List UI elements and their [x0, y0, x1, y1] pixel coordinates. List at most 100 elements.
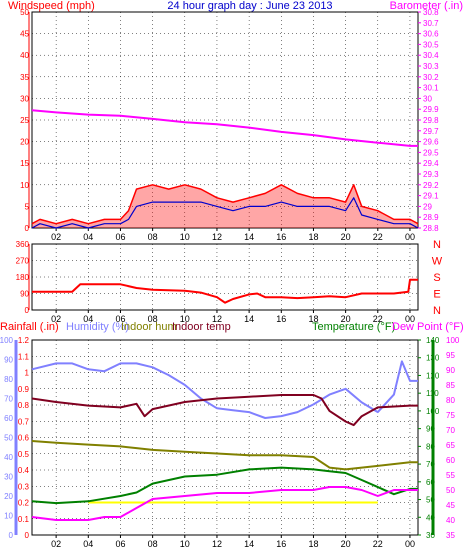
temperature-tick-label: 60: [426, 478, 435, 487]
top-hour-label: 08: [148, 232, 158, 242]
dewpoint-line: [31, 486, 418, 521]
rainfall-tick-label: 0.3: [18, 482, 30, 491]
rainfall-tick-label: 0.8: [18, 401, 30, 410]
rainfall-tick-label: 0: [25, 531, 30, 540]
humidity-tick-label: 0: [9, 531, 14, 540]
rainfall-tick-label: 0.9: [18, 385, 30, 394]
bot-hour-label: 12: [212, 539, 222, 549]
mid-hour-label: 14: [244, 314, 254, 324]
top-hour-label: 00: [405, 232, 415, 242]
windspeed-axis-title: Windspeed (mph): [8, 0, 95, 12]
barometer-tick-label: 30.8: [423, 8, 439, 17]
mid-hour-label: 00: [405, 314, 415, 324]
wind-direction-panel: 02 04 06 08 10 12 14 16 18 20 22 00360270180900NWSE…: [16, 239, 443, 324]
direction-tick-label: 360: [16, 240, 30, 249]
rainfall-axis-title: Rainfall (.in): [0, 321, 59, 333]
barometer-tick-label: 29.7: [423, 127, 439, 136]
barometer-tick-label: 29.3: [423, 170, 439, 179]
barometer-tick-label: 30.1: [423, 84, 439, 93]
barometer-tick-label: 28.9: [423, 213, 439, 222]
windspeed-tick-label: 25: [20, 116, 29, 125]
rainfall-tick-label: 0.4: [18, 466, 30, 475]
dewpoint-tick-label: 90: [446, 366, 455, 375]
top-hour-label: 18: [308, 232, 318, 242]
mid-hour-label: 08: [148, 314, 158, 324]
rainfall-tick-label: 0.5: [18, 450, 30, 459]
dewpoint-tick-label: 45: [446, 501, 455, 510]
windspeed-tick-label: 50: [20, 8, 29, 17]
humidity-tick-label: 90: [4, 356, 13, 365]
chart-title: 24 hour graph day : June 23 2013: [167, 0, 332, 12]
bot-hour-label: 10: [180, 539, 190, 549]
rainfall-tick-label: 1: [25, 369, 30, 378]
rainfall-tick-label: 1.1: [18, 352, 30, 361]
top-hour-label: 04: [83, 232, 93, 242]
mid-hour-label: 06: [115, 314, 125, 324]
barometer-tick-label: 29.5: [423, 148, 439, 157]
barometer-tick-label: 30.4: [423, 51, 439, 60]
humidity-tick-label: 10: [4, 512, 13, 521]
windspeed-tick-label: 15: [20, 159, 29, 168]
humidity-axis-title: Humidity (%): [66, 321, 129, 333]
barometer-tick-label: 29.9: [423, 105, 439, 114]
dewpoint-tick-label: 40: [446, 516, 455, 525]
top-hour-label: 12: [212, 232, 222, 242]
dewpoint-tick-label: 75: [446, 411, 455, 420]
bot-hour-label: 16: [276, 539, 286, 549]
indoor-hum-title: Indoor hum: [121, 321, 177, 333]
mid-hour-label: 10: [180, 314, 190, 324]
top-hour-label: 20: [341, 232, 351, 242]
barometer-tick-label: 29.2: [423, 181, 439, 190]
barometer-tick-label: 30: [423, 94, 432, 103]
temperature-tick-label: 90: [426, 425, 435, 434]
dewpoint-tick-label: 60: [446, 456, 455, 465]
direction-tick-label: 270: [16, 257, 30, 266]
temperature-axis-title: Temperature (°F): [312, 321, 395, 333]
dewpoint-tick-label: 50: [446, 486, 455, 495]
compass-label: N: [433, 239, 441, 251]
dewpoint-tick-label: 65: [446, 441, 455, 450]
windspeed-tick-label: 0: [25, 224, 30, 233]
bot-hour-label: 06: [115, 539, 125, 549]
windspeed-tick-label: 10: [20, 181, 29, 190]
dewpoint-tick-label: 95: [446, 351, 455, 360]
barometer-tick-label: 29.1: [423, 192, 439, 201]
mid-hour-label: 18: [308, 314, 318, 324]
mid-hour-label: 22: [373, 314, 383, 324]
barometer-line: [31, 109, 418, 147]
windspeed-tick-label: 45: [20, 30, 29, 39]
windspeed-tick-label: 5: [25, 202, 30, 211]
rainfall-tick-label: 0.2: [18, 499, 30, 508]
average-speed-line: [31, 197, 419, 229]
wind-baro-panel: 02 04 06 08 10 12 14 16 18 20 22 005045403530252015…: [20, 8, 439, 242]
rainfall-tick-label: 1.2: [18, 336, 30, 345]
direction-tick-label: 90: [20, 290, 29, 299]
humidity-tick-label: 20: [4, 492, 13, 501]
top-hour-label: 06: [115, 232, 125, 242]
temperature-line: [31, 466, 418, 505]
bot-hour-label: 14: [244, 539, 254, 549]
bot-hour-label: 04: [83, 539, 93, 549]
indoor-temp-line: [31, 394, 418, 427]
barometer-tick-label: 30.2: [423, 73, 439, 82]
temp-humidity-panel: 02 04 06 08 10 12 14 16 18 20 22 001009080706050403…: [0, 336, 460, 549]
wind-direction-line: [32, 278, 418, 304]
windspeed-line: [31, 184, 419, 225]
humidity-tick-label: 70: [4, 395, 13, 404]
temperature-tick-label: 80: [426, 442, 435, 451]
humidity-line: [31, 360, 418, 419]
top-hour-label: 02: [51, 232, 61, 242]
temperature-tick-label: 40: [426, 513, 435, 522]
temperature-tick-label: 30: [426, 531, 435, 540]
compass-label: S: [433, 272, 440, 284]
dewpoint-tick-label: 35: [446, 531, 455, 540]
dewpoint-tick-label: 55: [446, 471, 455, 480]
dewpoint-tick-label: 70: [446, 426, 455, 435]
barometer-tick-label: 30.7: [423, 19, 439, 28]
temperature-tick-label: 70: [426, 460, 435, 469]
compass-label: N: [433, 305, 441, 317]
rainfall-tick-label: 0.1: [18, 515, 30, 524]
barometer-axis-title: Barometer (.in): [390, 0, 463, 12]
